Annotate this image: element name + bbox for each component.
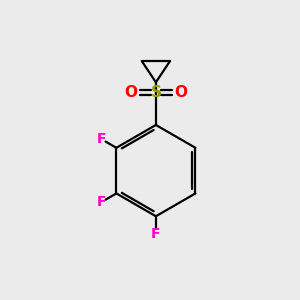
Text: F: F — [96, 132, 106, 146]
Text: F: F — [151, 227, 160, 241]
Text: O: O — [125, 85, 138, 100]
Text: F: F — [96, 195, 106, 209]
Text: O: O — [174, 85, 187, 100]
Text: S: S — [150, 85, 161, 100]
